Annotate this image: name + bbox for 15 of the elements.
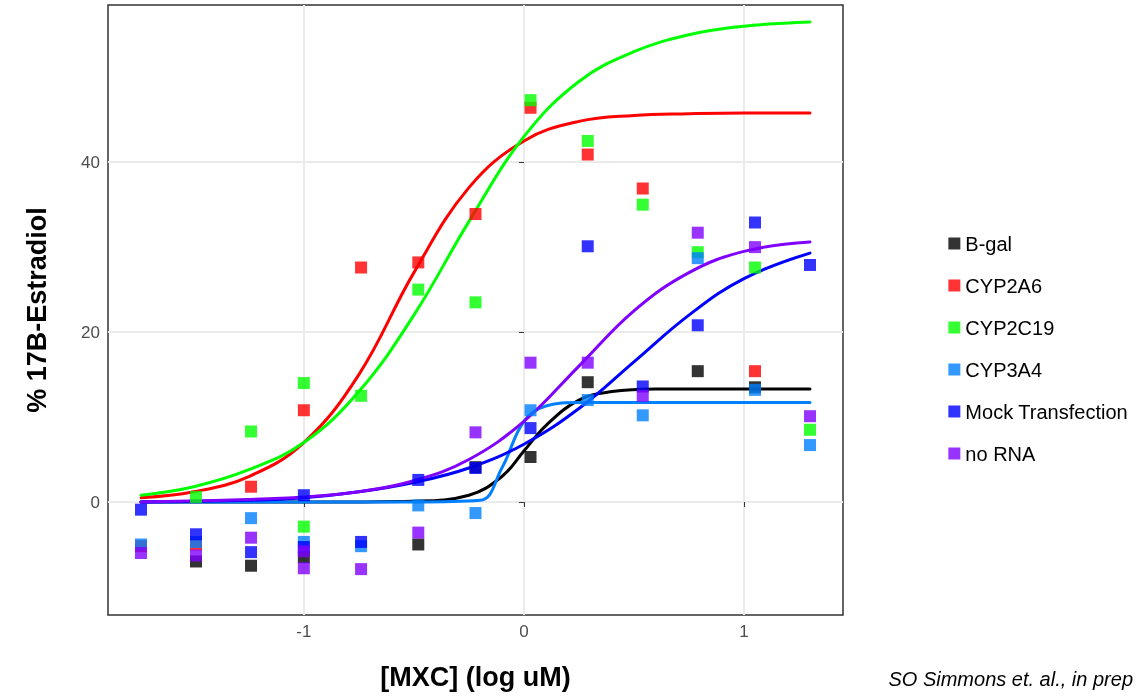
x-tick-label: 1	[739, 622, 749, 641]
x-axis-title: [MXC] (log uM)	[380, 661, 571, 692]
x-tick-label: -1	[296, 622, 312, 641]
y-tick-label: 0	[90, 492, 100, 512]
legend-label: CYP2A6	[965, 274, 1043, 297]
y-tick-label: 20	[81, 322, 100, 342]
y-axis-title: % 17B-Estradiol	[21, 207, 52, 413]
text: SO Simmons et. al., in prep	[888, 668, 1134, 690]
legend-label: Mock Transfection	[965, 400, 1128, 423]
legend-label: no RNA	[965, 442, 1037, 465]
x-tick-label: 0	[519, 622, 529, 641]
legend-label: CYP3A4	[965, 358, 1043, 381]
legend-label: CYP2C19	[965, 316, 1055, 339]
y-tick-label: 40	[81, 152, 100, 172]
legend-label: B-gal	[965, 232, 1013, 255]
